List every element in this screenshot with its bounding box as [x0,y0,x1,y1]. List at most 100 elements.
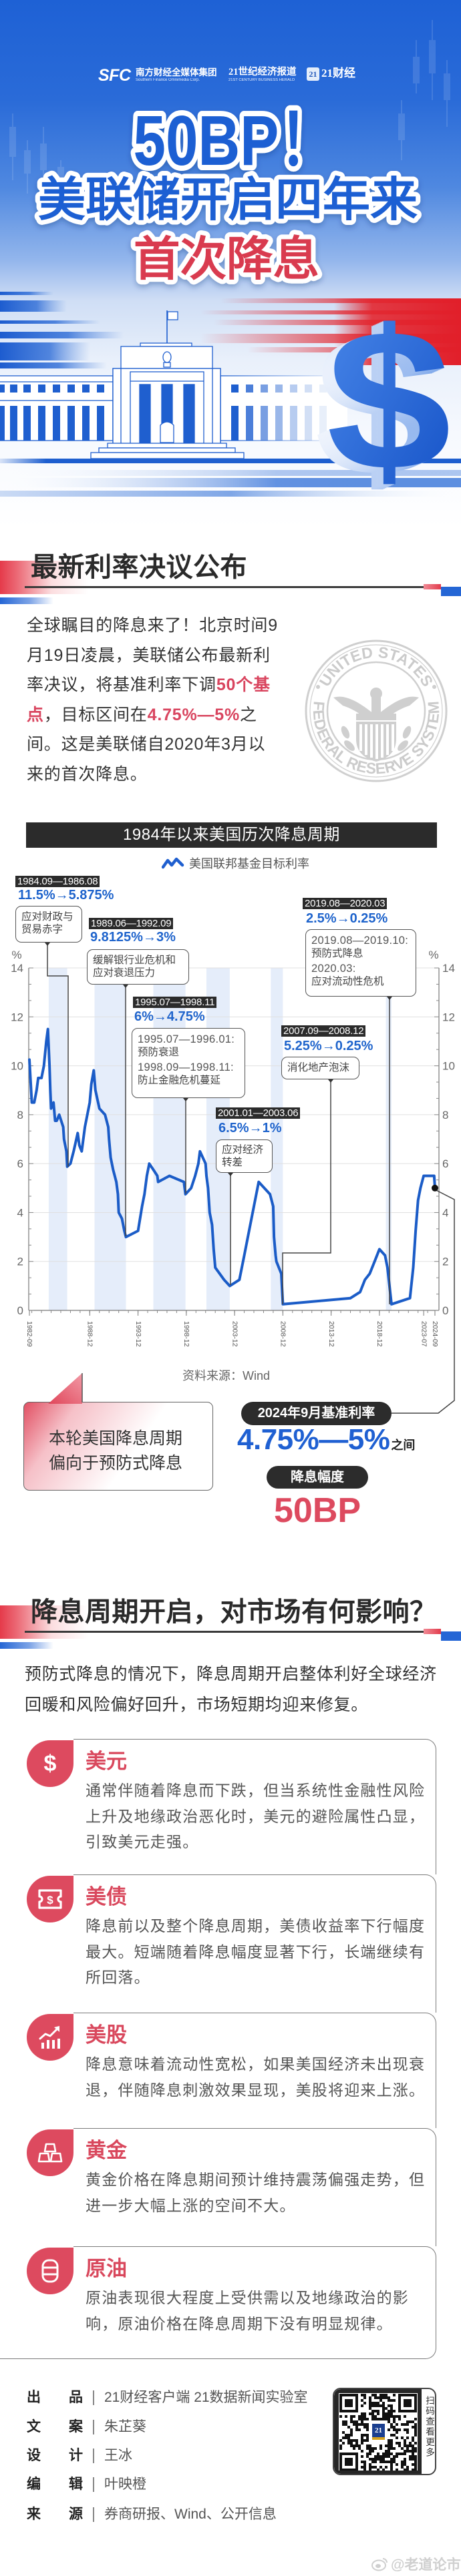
decision-paragraph: 全球瞩目的降息来了！北京时间9 月19日凌晨，美联储公布最新利 率决议，将基准利… [27,611,301,790]
herald-logo-name: 21世纪经济报道 [228,67,297,77]
federal-reserve-building-icon [0,310,348,459]
card-title: 美元 [86,1750,127,1773]
oil-barrel-icon [27,2248,73,2294]
note-line: 应对经济 [222,1144,264,1155]
card-title: 黄金 [86,2139,127,2162]
card-title: 美股 [86,2023,127,2047]
credit-row-copywriter: 文案 朱芷葵 [27,2419,327,2435]
y-tick-label-left: 2 [17,1256,23,1268]
text: 上升及地缘政治恶化时，美元的避险属性凸显， [86,1807,426,1825]
sfc-logo-mark: SFC [98,66,131,85]
rate-label-pill: 2024年9月基准利率 [241,1402,392,1425]
section-title: 降息周期开启，对市场有何影响？ [31,1597,437,1627]
text: 率决议，将基准利率下调 [27,676,216,695]
text: 降息意味着流动性宽松，如果美国经济未出现衰 [86,2055,426,2073]
qr-caption: 扫码查看更多 [424,2396,434,2458]
heading-underline [25,586,424,588]
x-tick-label: 1998-12 [182,1321,190,1347]
svg-text:$: $ [325,290,450,513]
text: 所回落。 [86,1969,150,1986]
svg-text:$: $ [317,293,442,516]
bond-icon: $ [27,1876,73,1922]
y-tick-label-right: 0 [442,1304,448,1317]
note-line: 预防衰退 [138,1047,180,1058]
note-date: 2019.08—2019.10: [311,935,409,947]
chart-legend: 美国联邦基金目标利率 [162,856,309,870]
underline-blue-cap [441,587,461,596]
annotation-rate-change: 11.5%→5.875% [18,888,114,903]
note-line: 应对流动性危机 [311,976,384,987]
credit-label: 设计 [27,2448,111,2463]
rate-range-suffix: 之间 [391,1439,416,1452]
heading-blue-accent [0,1642,53,1649]
annotation-period: 2019.08—2020.03 [303,898,388,909]
svg-text:$: $ [319,292,444,515]
annotation-rate-change: 6%→4.75% [134,1009,205,1024]
card-title: 美债 [86,1885,127,1908]
x-tick-label: 2018-12 [375,1321,383,1347]
cut-label-pill: 降息幅度 [267,1466,368,1489]
ground-line [0,459,461,463]
text: 原油表现很大程度上受供需以及地缘政治的影 [86,2289,409,2306]
sfc-logo-name: 南方财经全媒体集团 [136,67,217,77]
gold-bars-glyph [37,2143,63,2163]
y-tick-label-right: 12 [442,1011,455,1023]
y-tick-label-left: 4 [17,1206,23,1219]
text: 之 [240,705,257,724]
note-date: 1998.09—1998.11: [138,1061,234,1073]
card-body: 降息前以及整个降息周期，美债收益率下行幅度 最大。短端随着降息幅度显著下行，长端… [86,1913,440,1991]
divider [93,2390,94,2405]
market-card-usd [73,1739,436,1874]
cycle-summary-bubble: 本轮美国降息周期 偏向于预防式降息 [23,1402,213,1491]
svg-text:$: $ [315,294,440,517]
text: 引致美元走强。 [86,1833,199,1850]
annotation-period: 2001.01—2003.06 [216,1107,301,1119]
y-tick-label-left: 14 [11,962,23,975]
annotation-rate-change: 5.25%→0.25% [284,1039,373,1053]
qr-frame: 21 [334,2389,422,2474]
x-tick-label: 2023-07 [420,1321,428,1347]
stock-chart-glyph [39,2026,60,2049]
section-heading-latest-decision: 最新利率决议公布 [0,547,461,611]
credit-value: 券商研报、Wind、公开信息 [104,2507,277,2522]
y-tick-label-right: 10 [442,1060,455,1073]
annotation-period: 2007.09—2008.12 [281,1025,366,1037]
qr-center-logo: 21 [372,2424,385,2440]
chart-title: 1984年以来美国历次降息周期 [26,822,437,848]
annotation-note-box: 2019.08—2019.10: 预防式降息 2020.03: 应对流动性危机 [305,929,416,997]
app-logo-name: 21财经 [321,67,355,79]
note-date: 1995.07—1996.01: [138,1033,235,1045]
heading-red-accent [0,561,147,594]
heading-blue-accent [0,597,53,604]
credit-row-editor: 编辑 叶映橙 [27,2477,327,2493]
bubble-text: 本轮美国降息周期 [49,1429,183,1448]
candlestick-decor [9,20,450,200]
credit-label: 出品 [27,2390,111,2405]
oil-barrel-glyph [41,2259,59,2283]
note-line: 预防式降息 [311,948,363,959]
shaded-cut-period [153,968,186,1310]
y-tick-label-right: 2 [442,1256,448,1268]
market-card-gold [73,2128,436,2246]
x-tick-label: 2013-12 [327,1321,335,1347]
credit-label: 来源 [27,2507,111,2522]
text: 预防式降息的情况下，降息周期开启整体利好全球经济 [25,1665,437,1684]
credit-value: 朱芷葵 [104,2419,146,2434]
legend-label: 美国联邦基金目标利率 [189,857,309,870]
annotation-rate-change: 2.5%→0.25% [306,911,388,926]
eagle-shield-icon [333,688,419,762]
seal-top-text: UNITED STATES [316,643,437,690]
annotation-period: 1984.09—1986.08 [15,876,100,887]
credit-row-source: 来源 券商研报、Wind、公开信息 [27,2507,327,2523]
annotation-rate-change: 9.8125%→3% [90,930,176,945]
subheadline-red: 首次降息 [134,233,319,285]
note-line: 应对财政与 [21,911,73,923]
credit-value: 叶映橙 [104,2477,146,2492]
x-tick-label: 2024-09 [431,1321,439,1347]
annotation-note-box: 缓解银行业危机和 应对衰退压力 [87,949,189,985]
y-tick-label-left: 6 [17,1157,23,1170]
sfc-logo-english: Southern Finance Omnimedia Corp. [136,78,200,82]
annotation-period: 1995.07—1998.11 [133,997,217,1008]
subheadline: 美联储开启四年来 [38,174,418,226]
